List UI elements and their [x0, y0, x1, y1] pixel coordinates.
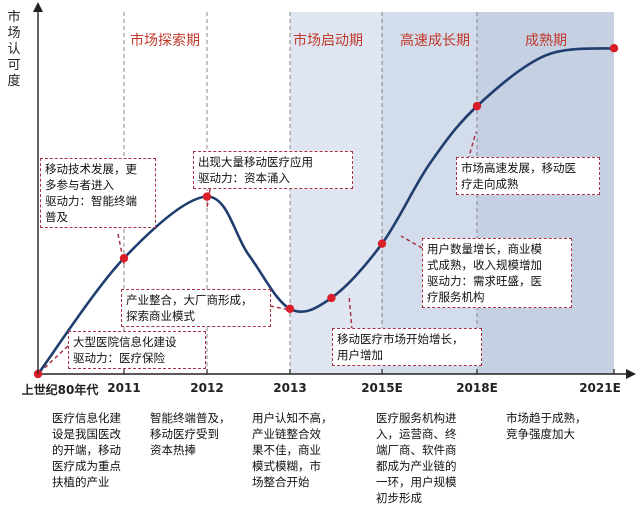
- callout-2013: 产业整合，大厂商形成， 探索商业模式: [121, 289, 271, 327]
- callout-1980s: 大型医院信息化建设 驱动力：医疗保险: [68, 331, 206, 369]
- x-tick-label-1: 2011: [107, 381, 141, 395]
- x-tick-label-4: 2015E: [361, 381, 403, 395]
- x-axis-arrow: [626, 369, 636, 379]
- phase-band-1: [290, 12, 382, 374]
- callout-leader-4: [348, 294, 353, 331]
- x-tick-label-2: 2012: [190, 381, 224, 395]
- curve-marker-3: [327, 293, 336, 303]
- y-axis-arrow: [33, 2, 43, 12]
- phase-label-mature: 成熟期: [525, 33, 567, 49]
- x-tick-marks: [37, 369, 615, 374]
- curve-marker-4: [377, 239, 387, 248]
- curve-marker-5: [472, 101, 482, 111]
- callout-leader-0: [117, 233, 125, 265]
- callout-2018e: 市场高速发展，移动医 疗走向成熟: [456, 157, 600, 195]
- callout-leader-3: [39, 345, 69, 373]
- phase-bands: [38, 12, 614, 374]
- callout-2011: 移动技术发展，更 多参与者进入 驱动力：智能终端 普及: [40, 158, 156, 228]
- callout-2015e: 用户数量增长，商业模 式成熟，收入规模增加 驱动力：需求旺盛，医 疗服务机构: [422, 238, 572, 308]
- x-tick-label-6: 2021E: [579, 381, 621, 395]
- adoption-curve: [36, 46, 615, 375]
- description-exploration-1: 医疗信息化建 设是我国医改 的开端，移动 医疗成为重点 扶植的产业: [52, 411, 121, 489]
- description-exploration-2: 智能终端普及， 移动医疗受到 资本热捧: [150, 411, 231, 457]
- curve-markers: [33, 44, 619, 379]
- description-mature: 市场趋于成熟， 竞争强度加大: [506, 411, 587, 441]
- callout-2012: 出现大量移动医疗应用 驱动力：资本涌入: [193, 151, 353, 189]
- y-axis-label: 市场认可度: [7, 10, 21, 89]
- callout-leaders: [39, 131, 477, 373]
- description-growth: 医疗服务机构进 入，运营商、终 端厂商、软件商 都成为产业链的 一环，用户规模 初步形成: [376, 411, 457, 505]
- x-tick-label-0: 上世纪80年代: [21, 383, 99, 397]
- description-launch: 用户认知不高， 产业链整合效 果不佳，商业 模式模糊，市 场整合开始: [252, 411, 333, 489]
- curve-marker-2: [285, 304, 295, 314]
- phase-label-growth: 高速成长期: [400, 33, 470, 49]
- phase-label-launch: 市场启动期: [293, 33, 363, 49]
- x-tick-label-5: 2018E: [456, 381, 498, 395]
- x-tick-label-3: 2013: [273, 381, 307, 395]
- curve-marker-6: [609, 44, 619, 53]
- callout-leader-6: [467, 131, 477, 161]
- curve-marker-1: [202, 192, 212, 201]
- phase-label-exploration: 市场探索期: [130, 33, 200, 49]
- curve-marker-0: [119, 253, 129, 263]
- callout-2014: 移动医疗市场开始增长， 用户增加: [332, 328, 482, 366]
